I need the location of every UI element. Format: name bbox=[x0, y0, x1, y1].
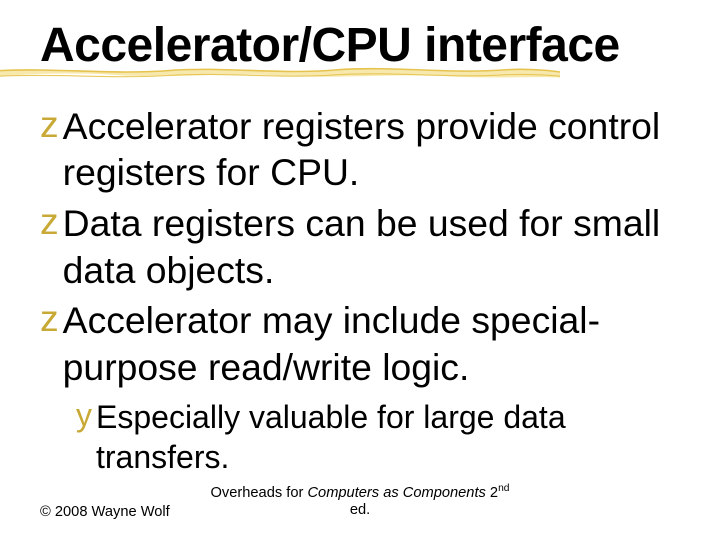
overhead-ed-suffix: ed. bbox=[350, 502, 370, 518]
bullet-text: Accelerator may include special-purpose … bbox=[63, 297, 680, 390]
bullet-glyph-icon: z bbox=[40, 200, 59, 243]
bullet-list: z Accelerator registers provide control … bbox=[40, 103, 680, 477]
overhead-ed-sup: nd bbox=[498, 483, 509, 494]
bullet-text: Data registers can be used for small dat… bbox=[63, 200, 680, 293]
sub-bullet-glyph-icon: y bbox=[76, 397, 92, 434]
slide: Accelerator/CPU interface z Accelerator … bbox=[0, 0, 720, 540]
slide-footer: © 2008 Wayne Wolf Overheads for Computer… bbox=[40, 504, 680, 520]
overhead-caption: Overheads for Computers as Components 2n… bbox=[200, 483, 520, 520]
bullet-glyph-icon: z bbox=[40, 297, 59, 340]
title-block: Accelerator/CPU interface bbox=[40, 20, 680, 73]
overhead-ed-num: 2 bbox=[486, 485, 498, 501]
bullet-item: z Data registers can be used for small d… bbox=[40, 200, 680, 293]
sub-bullet-text: Especially valuable for large data trans… bbox=[96, 397, 680, 477]
bullet-glyph-icon: z bbox=[40, 103, 59, 146]
bullet-text: Accelerator registers provide control re… bbox=[63, 103, 680, 196]
sub-bullet-item: y Especially valuable for large data tra… bbox=[76, 397, 680, 477]
bullet-item: z Accelerator may include special-purpos… bbox=[40, 297, 680, 390]
overhead-book-title: Computers as Components bbox=[307, 485, 485, 501]
bullet-item: z Accelerator registers provide control … bbox=[40, 103, 680, 196]
copyright-text: © 2008 Wayne Wolf bbox=[40, 504, 170, 520]
overhead-prefix: Overheads for bbox=[211, 485, 308, 501]
slide-title: Accelerator/CPU interface bbox=[40, 20, 680, 73]
